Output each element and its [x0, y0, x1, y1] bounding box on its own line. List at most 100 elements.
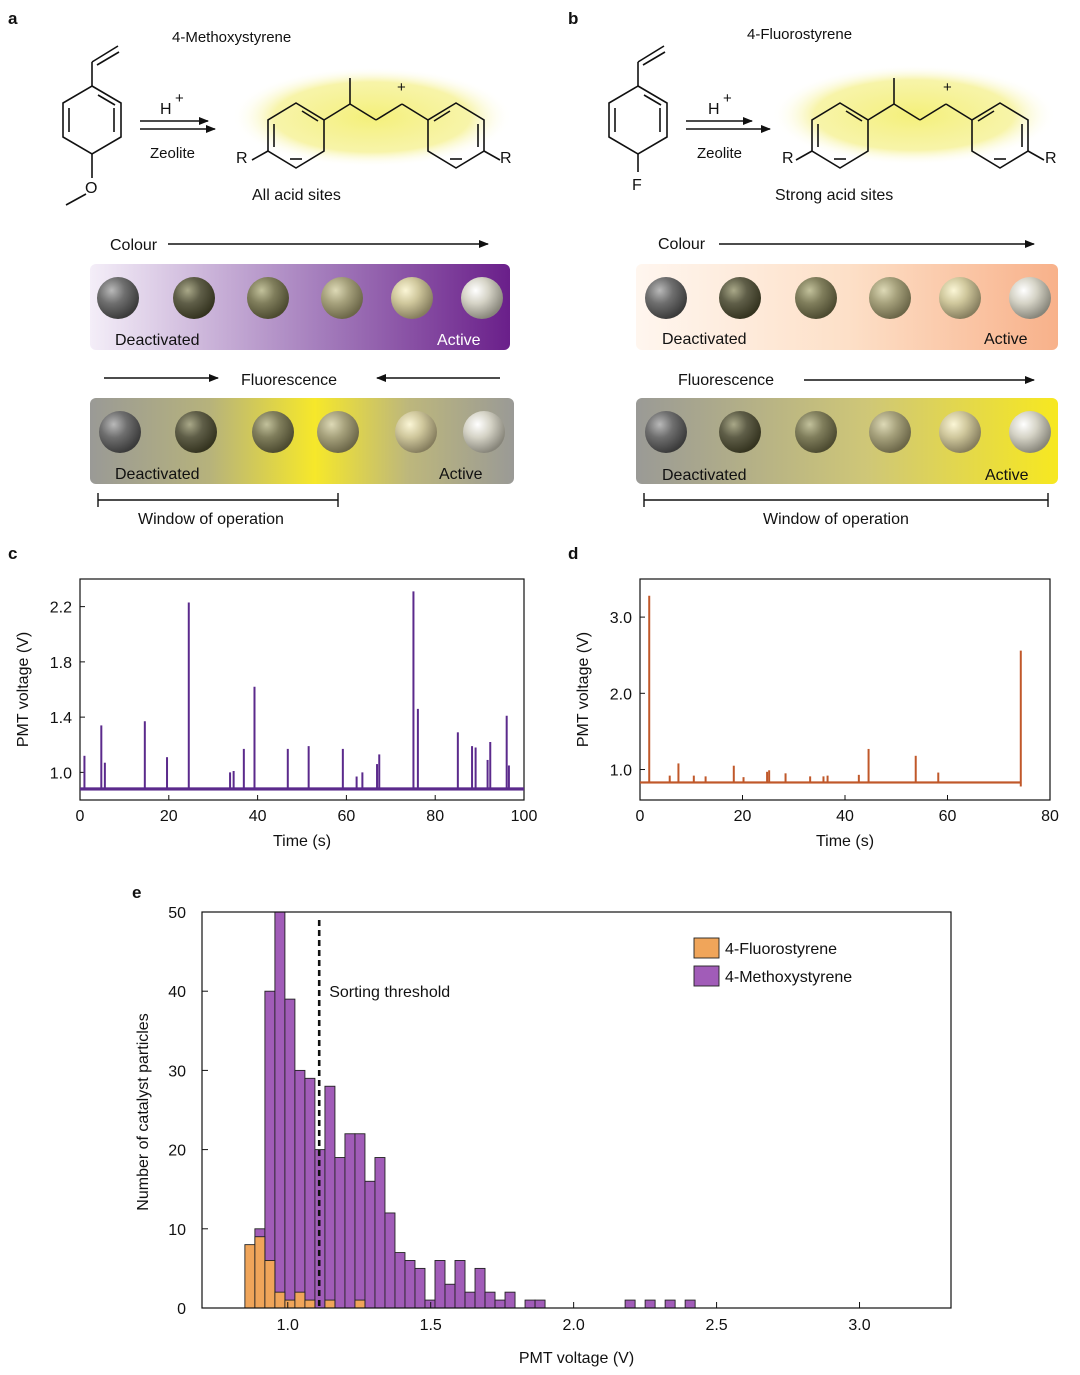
bead: [97, 277, 139, 319]
histogram-bar: [534, 1299, 546, 1309]
active-label-a1: Active: [437, 332, 481, 349]
x-tick-label: 60: [338, 808, 356, 825]
bead: [395, 411, 437, 453]
histogram-bar: [284, 998, 296, 1309]
chart-d: d 0 20 40 60 80 1.0 2.0 3.0 Time (s) PMT voltage (…: [568, 544, 1059, 850]
histogram-bar: [504, 1291, 516, 1309]
deactivated-label-a2: Deactivated: [115, 466, 200, 483]
x-tick-label: 40: [249, 808, 267, 825]
bead: [795, 411, 837, 453]
bead: [173, 277, 215, 319]
bead: [247, 277, 289, 319]
histogram-bar: [424, 1299, 436, 1309]
plot-frame: [639, 578, 1051, 801]
x-tick-label: 20: [734, 808, 752, 825]
window-label-a: Window of operation: [138, 511, 284, 528]
y-tick-label: 0: [177, 1301, 186, 1318]
cation-charge-b: +: [943, 79, 952, 96]
x-tick-label: 2.5: [705, 1317, 727, 1334]
bead: [719, 411, 761, 453]
reagent-sup-a: +: [175, 90, 184, 107]
reagent-sup-b: +: [723, 90, 732, 107]
x-tick-label: 100: [511, 808, 538, 825]
y-tick-label: 1.0: [50, 765, 72, 782]
y-tick-label: 3.0: [610, 610, 632, 627]
plot-frame: [79, 578, 525, 801]
x-axis-label: PMT voltage (V): [519, 1350, 634, 1367]
r-group-right-b: R: [1045, 150, 1057, 167]
deactivated-label-a1: Deactivated: [115, 332, 200, 349]
window-bracket-a: [97, 493, 339, 507]
carbocation-highlight-b: [772, 65, 1056, 165]
r-group-left-a: R: [236, 150, 248, 167]
histogram-bar: [434, 1260, 446, 1309]
panel-label-b: b: [568, 9, 578, 28]
reactant-structure-a: [62, 45, 122, 206]
histogram-bar: [294, 1291, 306, 1309]
x-tick-label: 3.0: [848, 1317, 870, 1334]
bead: [939, 277, 981, 319]
plot-frame: [201, 911, 952, 1309]
active-label-a2: Active: [439, 466, 483, 483]
histogram-bar: [294, 1069, 306, 1309]
histogram-bar: [474, 1267, 486, 1309]
histogram-bar: [664, 1299, 676, 1309]
histogram-bar: [394, 1252, 406, 1309]
y-tick-label: 40: [168, 984, 186, 1001]
window-bracket-b: [643, 493, 1049, 507]
fluor-label-b: Fluorescence: [678, 372, 774, 389]
bead: [463, 411, 505, 453]
histogram-bar: [624, 1299, 636, 1309]
histogram-bar: [524, 1299, 536, 1309]
panel-label: c: [8, 544, 17, 563]
legend-swatch: [693, 965, 720, 987]
scheme-title-a: 4-Methoxystyrene: [172, 29, 291, 46]
bead: [99, 411, 141, 453]
histogram-bar: [344, 1133, 356, 1309]
chart-e: e Sorting threshold 1.0 1.5 2.0 2.5 3.0 0 10 20 30…: [132, 883, 952, 1367]
histogram-bar: [274, 1291, 286, 1309]
histogram-bar: [354, 1299, 366, 1309]
panel-b: b 4-Fluorostyrene F H + Zeolite: [568, 9, 1058, 528]
catalyst-a: Zeolite: [150, 145, 195, 162]
deactivated-label-b2: Deactivated: [662, 467, 747, 484]
histogram-bar: [464, 1291, 476, 1309]
x-axis-label: Time (s): [816, 833, 874, 850]
histogram-bar: [374, 1157, 386, 1309]
catalyst-beads-colour-a: [97, 277, 503, 319]
bead: [1009, 277, 1051, 319]
bead: [645, 411, 687, 453]
x-tick-label: 20: [160, 808, 178, 825]
x-tick-label: 80: [1041, 808, 1059, 825]
y-axis-label: PMT voltage (V): [15, 632, 32, 747]
product-structure-a: [251, 78, 501, 169]
sorting-threshold-label: Sorting threshold: [329, 984, 450, 1001]
bead: [719, 277, 761, 319]
histogram-bar: [274, 911, 286, 1309]
x-tick-label: 0: [76, 808, 85, 825]
legend-label: 4-Methoxystyrene: [725, 969, 852, 986]
x-tick-label: 0: [636, 808, 645, 825]
site-text-b: Strong acid sites: [775, 187, 893, 204]
y-tick-label: 10: [168, 1222, 186, 1239]
x-tick-label: 2.0: [563, 1317, 585, 1334]
panel-label-a: a: [8, 9, 18, 28]
product-structure-b: [795, 78, 1045, 169]
reaction-arrow-b: [686, 117, 771, 133]
y-tick-label: 30: [168, 1063, 186, 1080]
reagent-a: H: [160, 101, 172, 118]
histogram-bar: [644, 1299, 656, 1309]
bead: [252, 411, 294, 453]
histogram-bar: [354, 1133, 366, 1309]
histogram-bar: [324, 1299, 336, 1309]
deactivated-label-b1: Deactivated: [662, 331, 747, 348]
histogram-bar: [414, 1267, 426, 1309]
histogram-bar: [304, 1299, 316, 1309]
baseline-trace: [80, 787, 524, 791]
legend-swatch: [693, 937, 720, 959]
r-group-left-b: R: [782, 150, 794, 167]
bead: [175, 411, 217, 453]
bead: [461, 277, 503, 319]
y-tick-label: 50: [168, 905, 186, 922]
